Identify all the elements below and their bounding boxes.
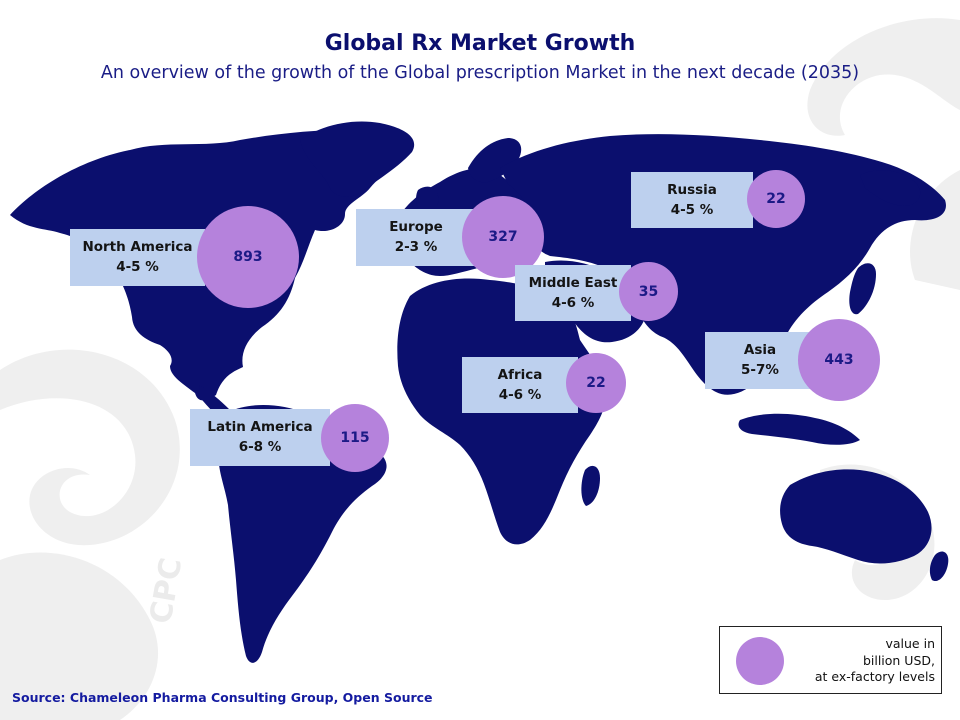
region-label-north-america: North America 4-5 % <box>70 229 205 286</box>
value-bubble-middle-east: 35 <box>619 262 678 321</box>
region-growth: 2-3 % <box>394 239 438 255</box>
region-name: Russia <box>667 182 717 198</box>
value-bubble-russia: 22 <box>747 170 805 228</box>
region-growth: 6-8 % <box>238 439 282 455</box>
map-legend: value in billion USD, at ex-factory leve… <box>719 626 942 694</box>
value-bubble-latin-america: 115 <box>321 404 389 472</box>
greenland-landmass <box>300 121 415 197</box>
region-growth: 4-6 % <box>551 295 595 311</box>
region-name: Africa <box>497 367 543 383</box>
region-label-asia: Asia 5-7% <box>705 332 815 389</box>
region-label-latin-america: Latin America 6-8 % <box>190 409 330 466</box>
source-note: Source: Chameleon Pharma Consulting Grou… <box>12 690 433 705</box>
british-isles-landmass <box>416 186 439 215</box>
region-growth: 4-5 % <box>670 202 714 218</box>
japan-landmass <box>849 263 876 315</box>
map-title: Global Rx Market Growth <box>324 31 636 56</box>
region-name: Latin America <box>207 419 313 435</box>
value-bubble-africa: 22 <box>566 353 626 413</box>
region-label-russia: Russia 4-5 % <box>631 172 753 228</box>
map-subtitle: An overview of the growth of the Global … <box>100 63 860 83</box>
region-name: Europe <box>389 219 443 235</box>
legend-bubble-swatch <box>736 637 784 685</box>
region-name: Middle East <box>528 275 618 291</box>
legend-line-3: at ex-factory levels <box>814 669 935 684</box>
legend-line-1: value in <box>885 636 935 651</box>
region-growth: 4-5 % <box>116 259 159 275</box>
region-label-africa: Africa 4-6 % <box>462 357 578 413</box>
value-bubble-north-america: 893 <box>197 206 299 308</box>
madagascar-landmass <box>581 465 600 506</box>
australia-landmass <box>780 469 932 564</box>
indonesia-landmass <box>738 413 860 445</box>
value-bubble-asia: 443 <box>798 319 880 401</box>
region-label-europe: Europe 2-3 % <box>356 209 476 266</box>
region-growth: 4-6 % <box>498 387 542 403</box>
asia-landmass <box>500 134 946 395</box>
new-zealand-landmass <box>929 551 949 582</box>
region-name: Asia <box>743 342 777 358</box>
far-east-landmass <box>860 170 921 206</box>
region-label-middle-east: Middle East 4-6 % <box>515 265 631 321</box>
legend-text: value in billion USD, at ex-factory leve… <box>815 636 935 686</box>
region-name: North America <box>82 239 193 255</box>
legend-line-2: billion USD, <box>862 652 935 668</box>
region-growth: 5-7% <box>741 362 779 378</box>
value-bubble-europe: 327 <box>462 196 544 278</box>
scandinavia-landmass <box>468 138 522 183</box>
